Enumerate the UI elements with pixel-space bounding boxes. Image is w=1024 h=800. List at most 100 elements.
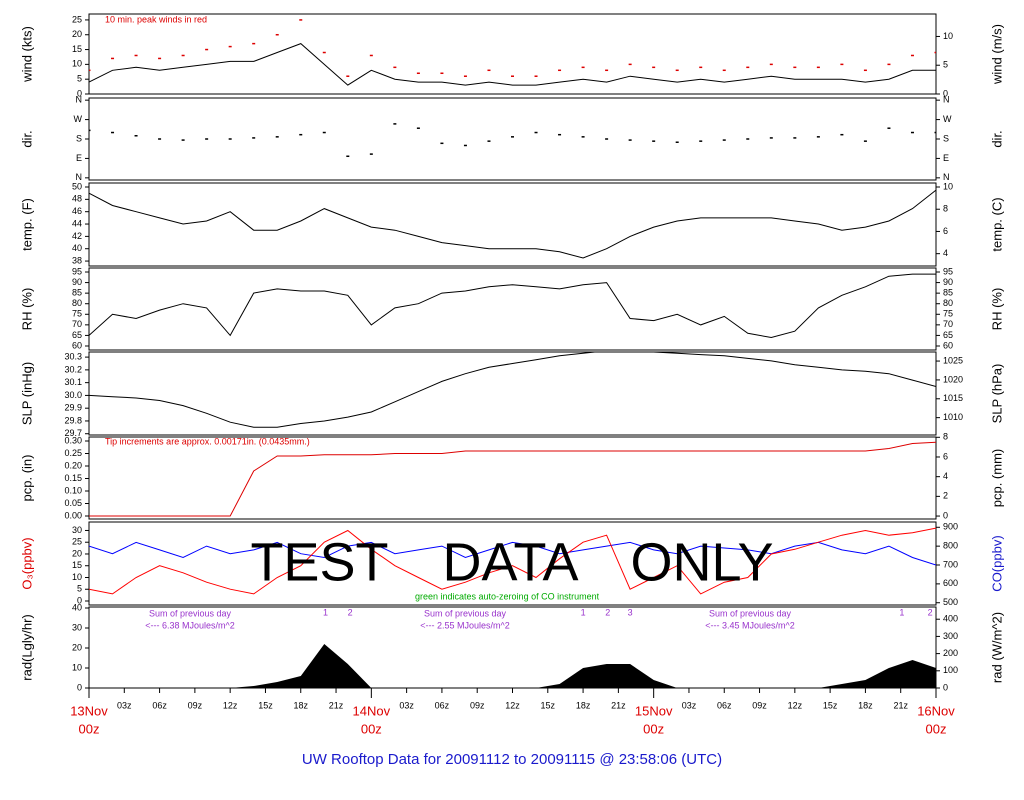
marker: 3 xyxy=(628,607,633,617)
x-tick-label: 15z xyxy=(258,700,273,710)
x-tick-label: 03z xyxy=(117,700,132,710)
marker: 2 xyxy=(348,607,353,617)
day-tick-label: 15Nov xyxy=(635,703,673,718)
y2-axis-label: pcp. (mm) xyxy=(989,449,1004,508)
line xyxy=(89,189,936,259)
x-tick-label: 15z xyxy=(823,700,838,710)
data-point xyxy=(393,66,397,69)
data-point xyxy=(111,57,115,60)
data-point xyxy=(628,139,632,141)
y2-tick-label: S xyxy=(943,133,949,143)
y-axis-label: pcp. (in) xyxy=(19,455,34,502)
x-tick-label: 12z xyxy=(788,700,803,710)
y2-tick-label: 65 xyxy=(943,330,953,340)
y2-tick-label: 0 xyxy=(943,682,948,692)
y-tick-label: 10 xyxy=(72,59,82,69)
marker: 1 xyxy=(323,607,328,617)
y-tick-label: 40 xyxy=(72,243,82,253)
y2-tick-label: N xyxy=(943,172,950,182)
y-tick-label: 48 xyxy=(72,194,82,204)
data-point xyxy=(89,129,91,132)
y2-axis-label: RH (%) xyxy=(989,288,1004,331)
data-point xyxy=(346,75,350,77)
watermark: TEST DATA ONLY xyxy=(250,532,773,592)
data-point xyxy=(440,72,444,75)
annotation: green indicates auto-zeroing of CO instr… xyxy=(415,591,600,601)
y2-tick-label: N xyxy=(943,95,950,105)
y-tick-label: 50 xyxy=(72,181,82,191)
x-tick-label: 06z xyxy=(152,700,167,710)
data-point xyxy=(181,54,185,57)
data-point xyxy=(769,137,773,139)
data-point xyxy=(769,63,773,66)
y2-tick-label: 85 xyxy=(943,288,953,298)
y-tick-label: 75 xyxy=(72,309,82,319)
y-tick-label: S xyxy=(76,133,82,143)
marker: 2 xyxy=(928,607,933,617)
y2-tick-label: 70 xyxy=(943,319,953,329)
y-tick-label: 30 xyxy=(72,525,82,535)
day-sum-note: <--- 3.45 MJoules/m^2 xyxy=(705,620,795,630)
data-point xyxy=(793,66,797,69)
data-point xyxy=(369,153,373,155)
y-tick-label: 38 xyxy=(72,255,82,265)
data-point xyxy=(205,138,209,140)
y2-axis-label: SLP (hPa) xyxy=(989,364,1004,424)
y-axis-label: RH (%) xyxy=(19,288,34,331)
y-tick-label: 10 xyxy=(72,662,82,672)
y-tick-label: 46 xyxy=(72,206,82,216)
data-point xyxy=(134,135,138,137)
y-tick-label: N xyxy=(76,172,83,182)
y-tick-label: 0.20 xyxy=(64,460,82,470)
panel-frame xyxy=(88,13,937,95)
annotation: 10 min. peak winds in red xyxy=(105,14,207,24)
y-axis-label: SLP (inHg) xyxy=(19,362,34,425)
line xyxy=(89,527,936,595)
data-point xyxy=(275,33,279,36)
data-point xyxy=(511,136,514,138)
y2-axis-label: rad (W/m^2) xyxy=(989,612,1004,683)
y-tick-label: 29.8 xyxy=(64,415,82,425)
y-axis-label: temp. (F) xyxy=(19,198,34,251)
y-tick-label: 0.30 xyxy=(64,435,82,445)
panel-frame xyxy=(88,351,937,436)
y-tick-label: 30.1 xyxy=(64,377,82,387)
x-tick-label: 09z xyxy=(470,700,485,710)
y-tick-label: 25 xyxy=(72,537,82,547)
y-tick-label: 0 xyxy=(77,682,82,692)
y2-tick-label: 80 xyxy=(943,298,953,308)
panel-frame xyxy=(88,521,937,606)
data-point xyxy=(934,51,936,54)
y2-tick-label: 10 xyxy=(943,181,953,191)
data-point xyxy=(252,137,256,139)
data-point xyxy=(887,127,891,129)
data-point xyxy=(910,54,914,57)
marker: 1 xyxy=(899,607,904,617)
data-point xyxy=(134,54,138,57)
data-point xyxy=(393,123,397,125)
chart-title: UW Rooftop Data for 20091112 to 20091115… xyxy=(302,751,722,768)
data-point xyxy=(205,48,209,51)
line xyxy=(89,273,936,339)
data-point xyxy=(440,142,444,145)
y-tick-label: 70 xyxy=(72,319,82,329)
data-point xyxy=(887,63,891,66)
y-tick-label: W xyxy=(74,114,83,124)
day-tick-label: 13Nov xyxy=(70,703,108,718)
y-tick-label: 0 xyxy=(77,88,82,98)
data-point xyxy=(252,42,256,45)
data-point xyxy=(746,66,750,69)
data-point xyxy=(605,138,609,140)
data-point xyxy=(934,131,936,134)
y-tick-label: 15 xyxy=(72,560,82,570)
y-axis-label: wind (kts) xyxy=(19,26,34,83)
day-tick-sublabel: 00z xyxy=(926,721,947,736)
y-tick-label: 0.15 xyxy=(64,473,82,483)
y2-tick-label: 10 xyxy=(943,31,953,41)
marker: 1 xyxy=(581,607,586,617)
data-point xyxy=(699,140,703,142)
y2-tick-label: 1015 xyxy=(943,393,963,403)
y-tick-label: 0.10 xyxy=(64,485,82,495)
y2-tick-label: 600 xyxy=(943,578,958,588)
day-tick-label: 16Nov xyxy=(917,703,955,718)
